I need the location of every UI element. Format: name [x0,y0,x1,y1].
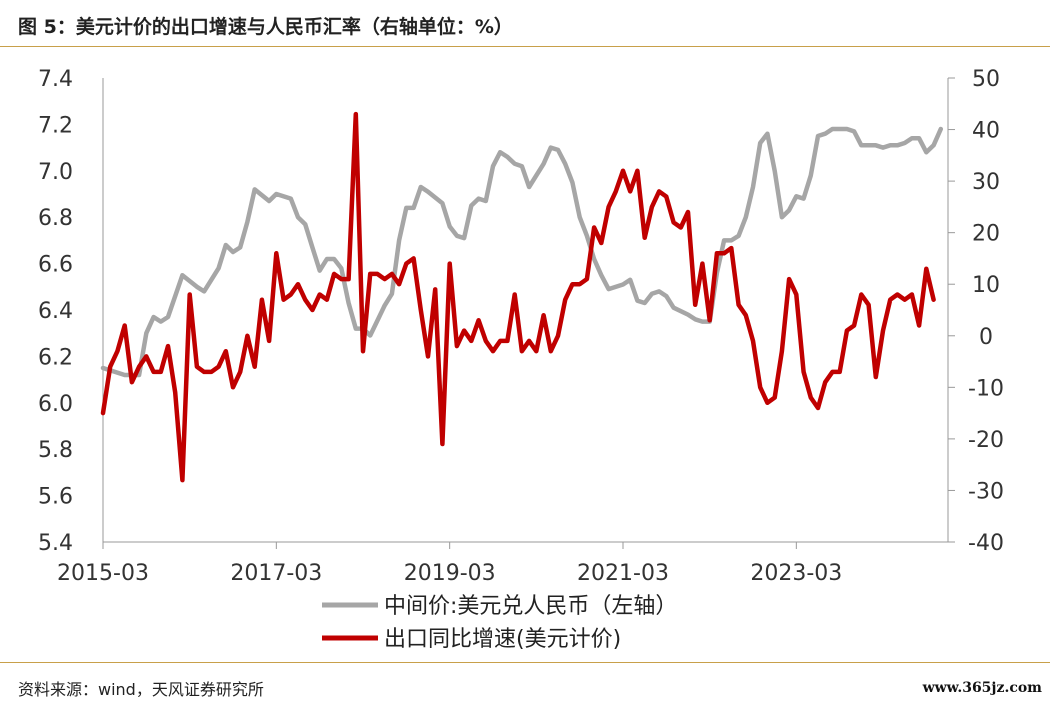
y-left-tick-label: 6.2 [38,345,73,370]
y-right-tick-label: -40 [968,531,1004,556]
y-left-tick-label: 7.2 [38,113,73,138]
y-left-tick-label: 5.4 [38,531,73,556]
y-left-tick-label: 6.0 [38,392,73,417]
y-right-tick-label: 30 [972,170,1000,195]
y-right-tick-label: 20 [972,222,1000,247]
export-growth-line [100,111,936,483]
x-tick-label: 2017-03 [230,561,322,586]
y-right-tick-label: -30 [968,479,1004,504]
x-tick-label: 2019-03 [404,561,496,586]
y-left-tick-label: 5.8 [38,438,73,463]
y-right-tick-label: -20 [968,428,1004,453]
y-right-tick-label: -10 [968,376,1004,401]
legend-label-export: 出口同比增速(美元计价) [384,627,621,652]
y-left-tick-label: 7.4 [38,67,73,92]
chart-title: 图 5：美元计价的出口增速与人民币汇率（右轴单位：%） [18,16,513,38]
x-tick-label: 2015-03 [57,561,149,586]
y-left-tick-label: 6.4 [38,299,73,324]
source-note: 资料来源：wind，天风证券研究所 [18,680,264,699]
legend-label-rmb: 中间价:美元兑人民币（左轴） [384,594,677,619]
x-tick-label: 2021-03 [577,561,669,586]
footer-divider [0,662,1050,663]
y-left-tick-label: 6.6 [38,253,73,278]
y-left-tick-label: 6.8 [38,206,73,231]
usdcny-rate-line [100,126,944,378]
chart-svg: 2015-03 2017-03 2019-03 2021-03 2023-03 5.4 5… [38,67,1004,652]
y-right-tick-label: 40 [972,119,1000,144]
x-tick-label: 2023-03 [750,561,842,586]
y-right-tick-label: 0 [979,325,993,350]
y-left-tick-label: 5.6 [38,485,73,510]
title-divider [0,46,1050,47]
y-right-tick-label: 50 [972,67,1000,92]
y-left-tick-label: 7.0 [38,160,73,185]
y-right-tick-label: 10 [972,273,1000,298]
watermark: www.365jz.com [922,680,1042,696]
